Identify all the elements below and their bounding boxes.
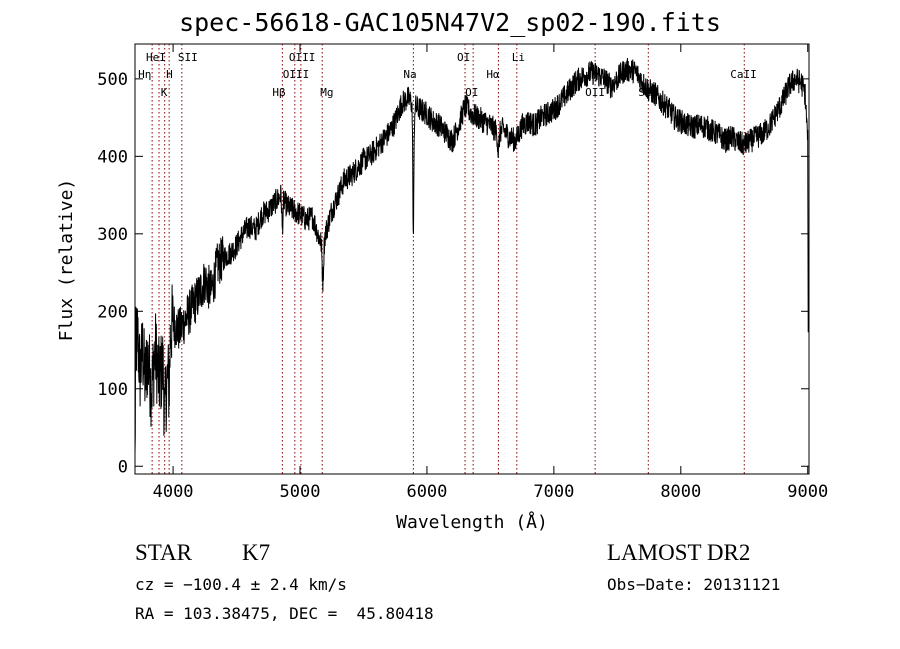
emission-line-label: OIII xyxy=(283,68,310,81)
observation-date: Obs−Date: 20131121 xyxy=(607,575,781,594)
x-tick-label: 4000 xyxy=(153,482,194,502)
emission-line-label: Hβ xyxy=(272,86,286,99)
emission-line-label: OIII xyxy=(289,51,316,64)
emission-line-label: H xyxy=(166,68,173,81)
y-axis-label: Flux (relative) xyxy=(56,179,77,342)
emission-line-label: OI xyxy=(465,86,478,99)
redshift-readout: cz = −100.4 ± 2.4 km/s xyxy=(135,575,347,594)
x-tick-label: 5000 xyxy=(280,482,321,502)
emission-line-label: Mg xyxy=(320,86,333,99)
emission-line-label: Hη xyxy=(138,68,151,81)
x-tick-label: 7000 xyxy=(533,482,574,502)
x-tick-label: 9000 xyxy=(787,482,828,502)
emission-line-label: K xyxy=(161,86,168,99)
emission-line-markers xyxy=(151,44,745,474)
survey-name: LAMOST DR2 xyxy=(607,540,751,565)
y-tick-label: 200 xyxy=(97,302,128,322)
x-axis-ticks: 4000 5000 6000 7000 8000 9000 xyxy=(153,44,828,502)
emission-line-label: HeI xyxy=(146,51,166,64)
spectrum-line xyxy=(134,58,809,454)
x-axis-label: Wavelength (Å) xyxy=(396,511,548,533)
x-tick-label: 6000 xyxy=(406,482,447,502)
y-axis-ticks: 0 100 200 300 400 500 xyxy=(97,70,809,477)
emission-line-label: CaII xyxy=(730,68,757,81)
emission-line-label: Na xyxy=(403,68,416,81)
object-subclass: K7 xyxy=(242,540,271,565)
y-tick-label: 300 xyxy=(97,225,128,245)
emission-line-label: OI xyxy=(457,51,470,64)
plot-frame xyxy=(134,43,810,475)
y-tick-label: 500 xyxy=(97,70,128,90)
emission-line-label: OII xyxy=(585,86,605,99)
x-tick-label: 8000 xyxy=(660,482,701,502)
y-tick-label: 100 xyxy=(97,380,128,400)
emission-line-label: Hα xyxy=(486,68,500,81)
y-tick-label: 400 xyxy=(97,147,128,167)
chart-title: spec-56618-GAC105N47V2_sp02-190.fits xyxy=(179,8,721,37)
object-class: STAR xyxy=(135,540,192,565)
y-tick-label: 0 xyxy=(118,457,128,477)
coordinates-readout: RA = 103.38475, DEC = 45.80418 xyxy=(135,604,434,623)
emission-line-label: Li xyxy=(512,51,525,64)
emission-line-label: SII xyxy=(178,51,198,64)
